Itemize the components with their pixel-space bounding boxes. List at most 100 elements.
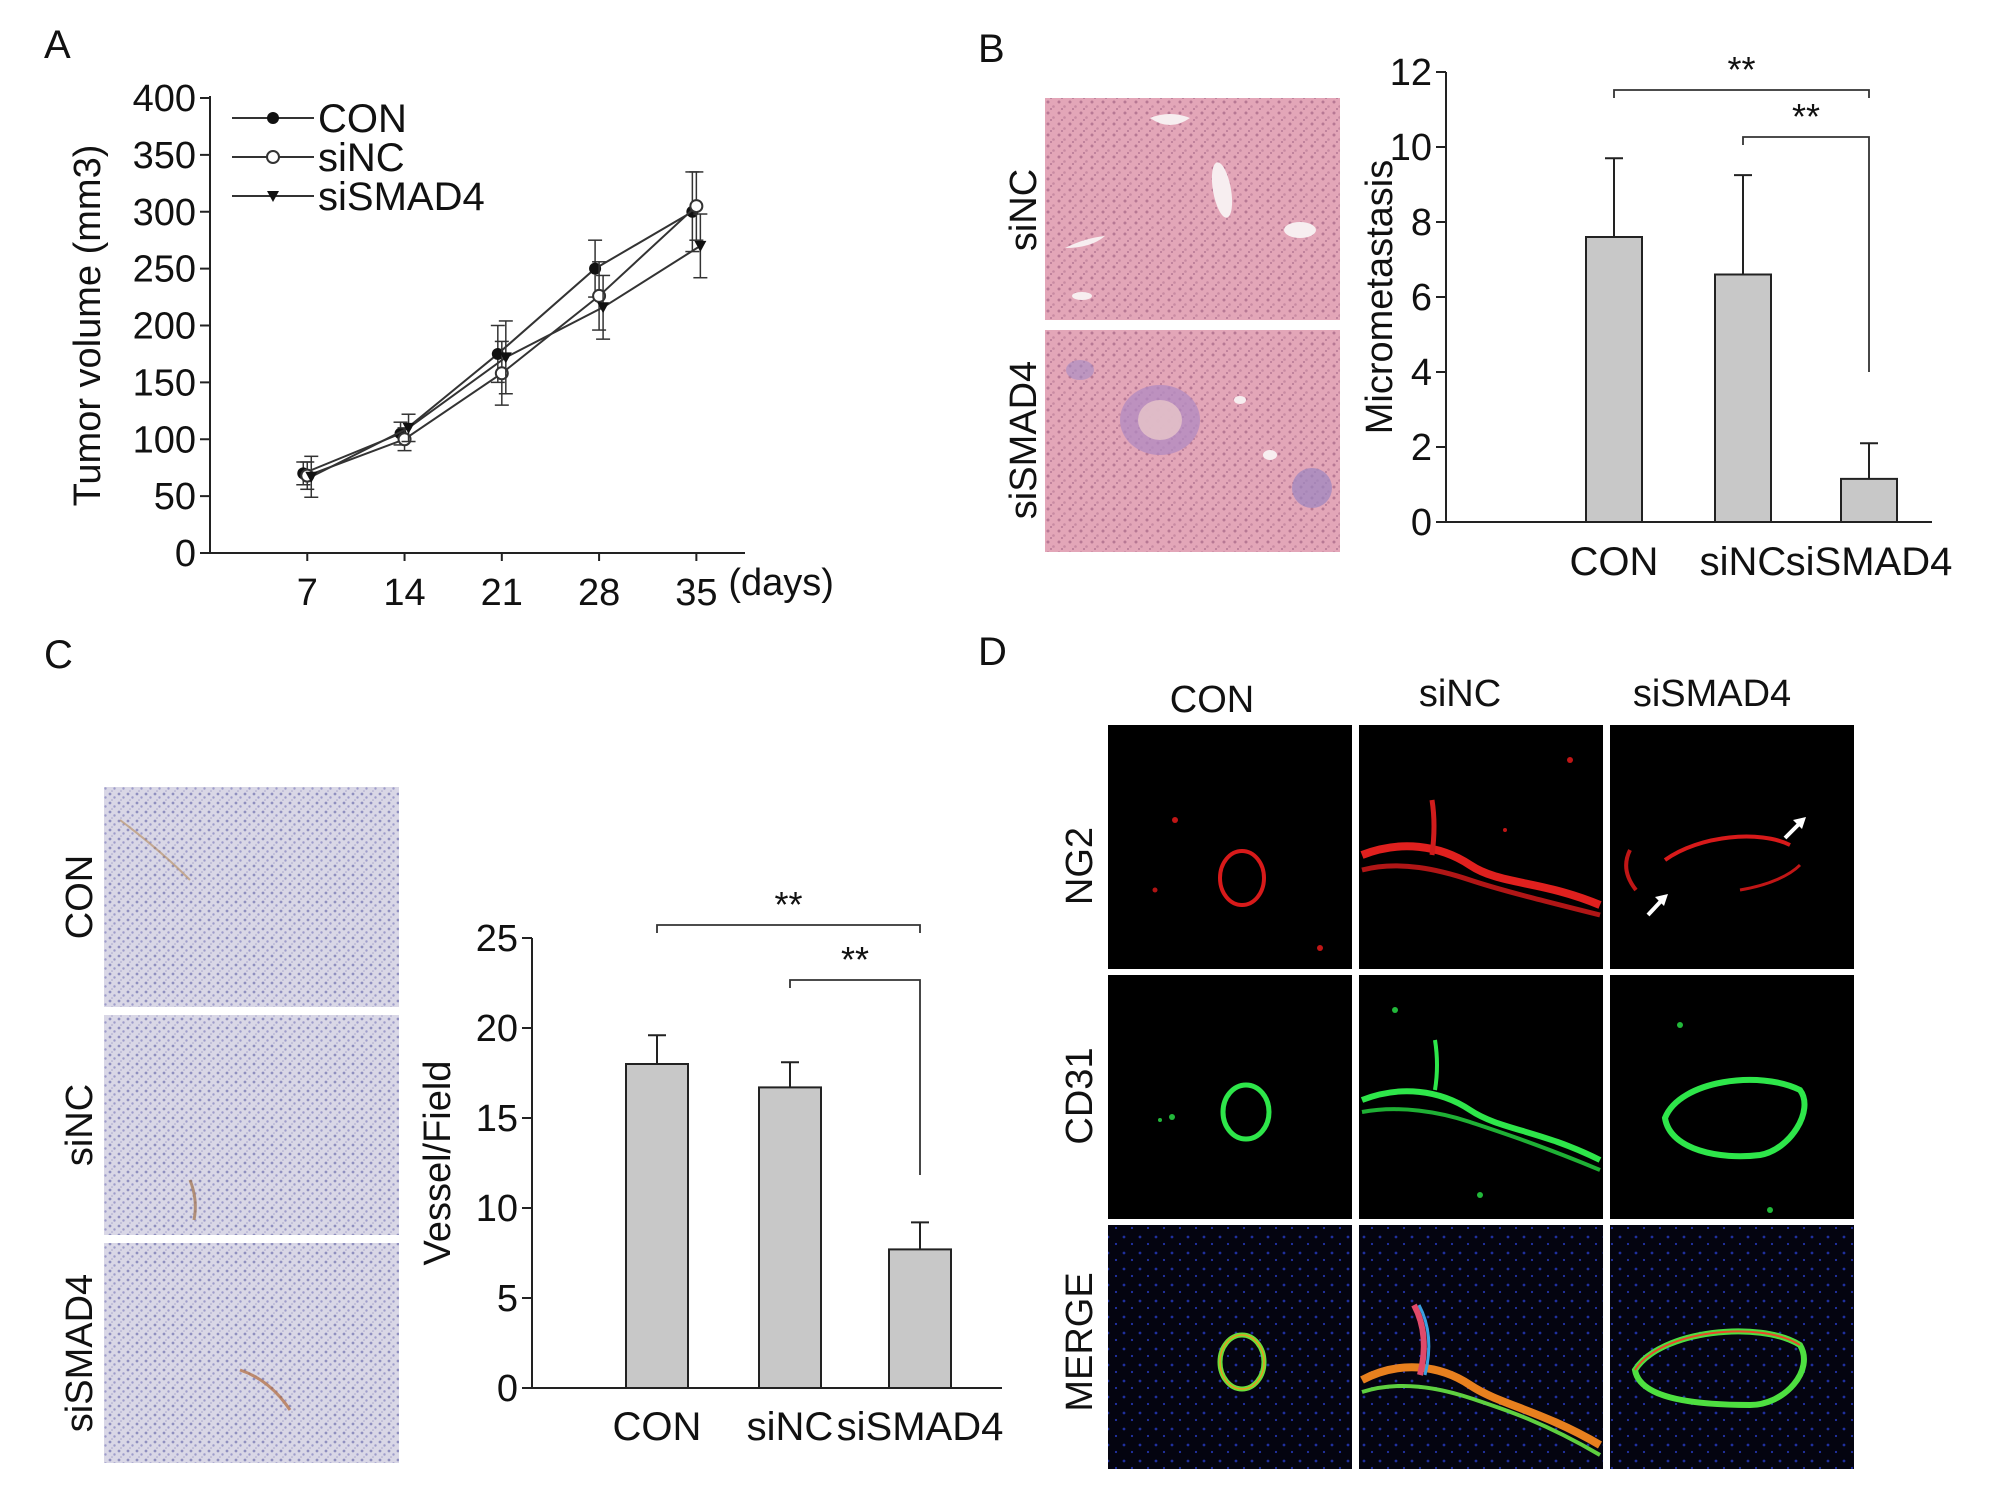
x-tick-label: 28: [578, 572, 620, 614]
y-tick-label: 150: [133, 362, 196, 404]
significance-bracket: [1613, 89, 1870, 98]
row-label-d-merge: MERGE: [1059, 1272, 1101, 1411]
legend-label-siNC: siNC: [318, 136, 405, 180]
panel-letter-c: C: [44, 633, 73, 677]
legend-label-CON: CON: [318, 97, 407, 141]
vessel-lumens-sinc: [1065, 114, 1316, 300]
line-chart-tumor-volume: 0 50 100 150 200 250 300 350 400 7 14 21 28 35 (days) T…: [67, 78, 834, 614]
row-label-c-con: CON: [59, 855, 101, 939]
ihc-image-con: [104, 787, 399, 1007]
arrow-icon: [1783, 821, 1802, 840]
y-tick-label: 0: [175, 533, 196, 575]
panel-letter-a: A: [44, 23, 71, 67]
point-siSMAD4: [402, 422, 415, 434]
y-tick-label: 200: [133, 306, 196, 348]
x-axis-label: (days): [728, 562, 834, 604]
bar-siNC: [758, 1086, 822, 1390]
x-tick-label: 21: [481, 572, 523, 614]
legend-marker-CON: [267, 112, 279, 124]
cd31-image-sinc: [1359, 975, 1603, 1219]
y-tick-label: 10: [1390, 127, 1432, 169]
y-tick-label: 20: [476, 1008, 518, 1050]
y-tick-label: 4: [1411, 352, 1432, 394]
y-tick-label: 2: [1411, 427, 1432, 469]
col-label-d-sinc: siNC: [1419, 673, 1501, 715]
y-tick-label: 100: [133, 419, 196, 461]
arrow-icon: [1646, 898, 1664, 917]
ihc-image-sismad4: [104, 1243, 399, 1463]
x-tick-label: 35: [675, 572, 717, 614]
y-axis-label: Tumor volume (mm3): [67, 145, 109, 507]
y-tick-label: 8: [1411, 202, 1432, 244]
y-tick-label: 400: [133, 78, 196, 120]
merge-image-sinc: [1359, 1225, 1603, 1469]
x-tick-label: 14: [383, 572, 425, 614]
category-label-siSMAD4: siSMAD4: [837, 1405, 1004, 1449]
metastasis-foci-sismad4: [1066, 360, 1332, 508]
panel-letter-d: D: [978, 630, 1007, 674]
legend-label-siSMAD4: siSMAD4: [318, 175, 485, 219]
panel-c-micrographs: CON siNC siSMAD4: [59, 787, 399, 1463]
category-label-CON: CON: [613, 1405, 702, 1449]
y-tick-label: 15: [476, 1098, 518, 1140]
y-tick-label: 6: [1411, 277, 1432, 319]
y-tick-label: 10: [476, 1188, 518, 1230]
point-siSMAD4: [694, 240, 707, 252]
point-siNC: [592, 288, 607, 303]
y-tick-label: 50: [154, 476, 196, 518]
legend-marker-siNC: [266, 150, 280, 164]
col-label-d-con: CON: [1170, 679, 1254, 721]
y-axis-label: Vessel/Field: [417, 1061, 459, 1266]
bar-CON: [625, 1063, 689, 1389]
panel-letter-b: B: [978, 27, 1005, 71]
cd31-image-con: [1108, 975, 1352, 1219]
ng2-image-sismad4: [1610, 725, 1854, 969]
ihc-image-sinc: [104, 1015, 399, 1235]
panel-b-micrographs: siNC siSMAD4: [1003, 98, 1340, 552]
row-label-b-sinc: siNC: [1003, 169, 1045, 251]
histology-image-sinc: [1045, 98, 1340, 320]
row-label-c-sismad4: siSMAD4: [59, 1274, 101, 1432]
bar-siNC: [1714, 273, 1772, 523]
bar-chart-micrometastasis: 0 2 4 6 8 10 12 Micrometastasis CON siNC siSMAD4 **…: [1359, 49, 1952, 584]
category-label-siSMAD4: siSMAD4: [1786, 540, 1953, 584]
cd31-image-sismad4: [1610, 975, 1854, 1219]
significance-label: **: [841, 939, 869, 980]
point-siSMAD4: [499, 352, 512, 364]
x-tick-label: 7: [297, 572, 318, 614]
y-tick-label: 5: [497, 1278, 518, 1320]
row-label-b-sismad4: siSMAD4: [1003, 361, 1045, 519]
significance-label: **: [774, 884, 802, 925]
y-tick-label: 25: [476, 918, 518, 960]
category-label-CON: CON: [1570, 540, 1659, 584]
category-label-siNC: siNC: [1700, 540, 1787, 584]
category-label-siNC: siNC: [747, 1405, 834, 1449]
histology-image-sismad4: [1045, 330, 1340, 552]
significance-label: **: [1727, 49, 1755, 90]
y-tick-label: 250: [133, 249, 196, 291]
y-tick-label: 300: [133, 192, 196, 234]
point-siNC: [689, 199, 704, 214]
y-tick-label: 12: [1390, 52, 1432, 94]
bar-chart-vessel-field: 0 5 10 15 20 25 Vessel/Field CON siNC siSMAD4 ** **: [417, 884, 1003, 1449]
bar-siSMAD4: [888, 1248, 952, 1390]
merge-image-con: [1108, 1225, 1352, 1469]
y-tick-label: 0: [1411, 502, 1432, 544]
point-CON: [589, 262, 602, 275]
y-tick-label: 350: [133, 135, 196, 177]
significance-bracket: [1742, 136, 1870, 372]
ng2-image-con: [1108, 725, 1352, 969]
significance-bracket: [789, 979, 921, 1175]
y-axis-label: Micrometastasis: [1359, 160, 1401, 435]
row-label-d-cd31: CD31: [1059, 1047, 1101, 1144]
merge-image-sismad4: [1610, 1225, 1854, 1469]
point-CON: [491, 347, 504, 360]
bar-CON: [1585, 236, 1643, 523]
point-siNC: [494, 366, 509, 381]
bar-siSMAD4: [1840, 477, 1898, 523]
legend-marker-siSMAD4: [267, 191, 279, 202]
point-siSMAD4: [305, 471, 318, 483]
y-tick-label: 0: [497, 1368, 518, 1410]
significance-bracket: [656, 924, 921, 933]
